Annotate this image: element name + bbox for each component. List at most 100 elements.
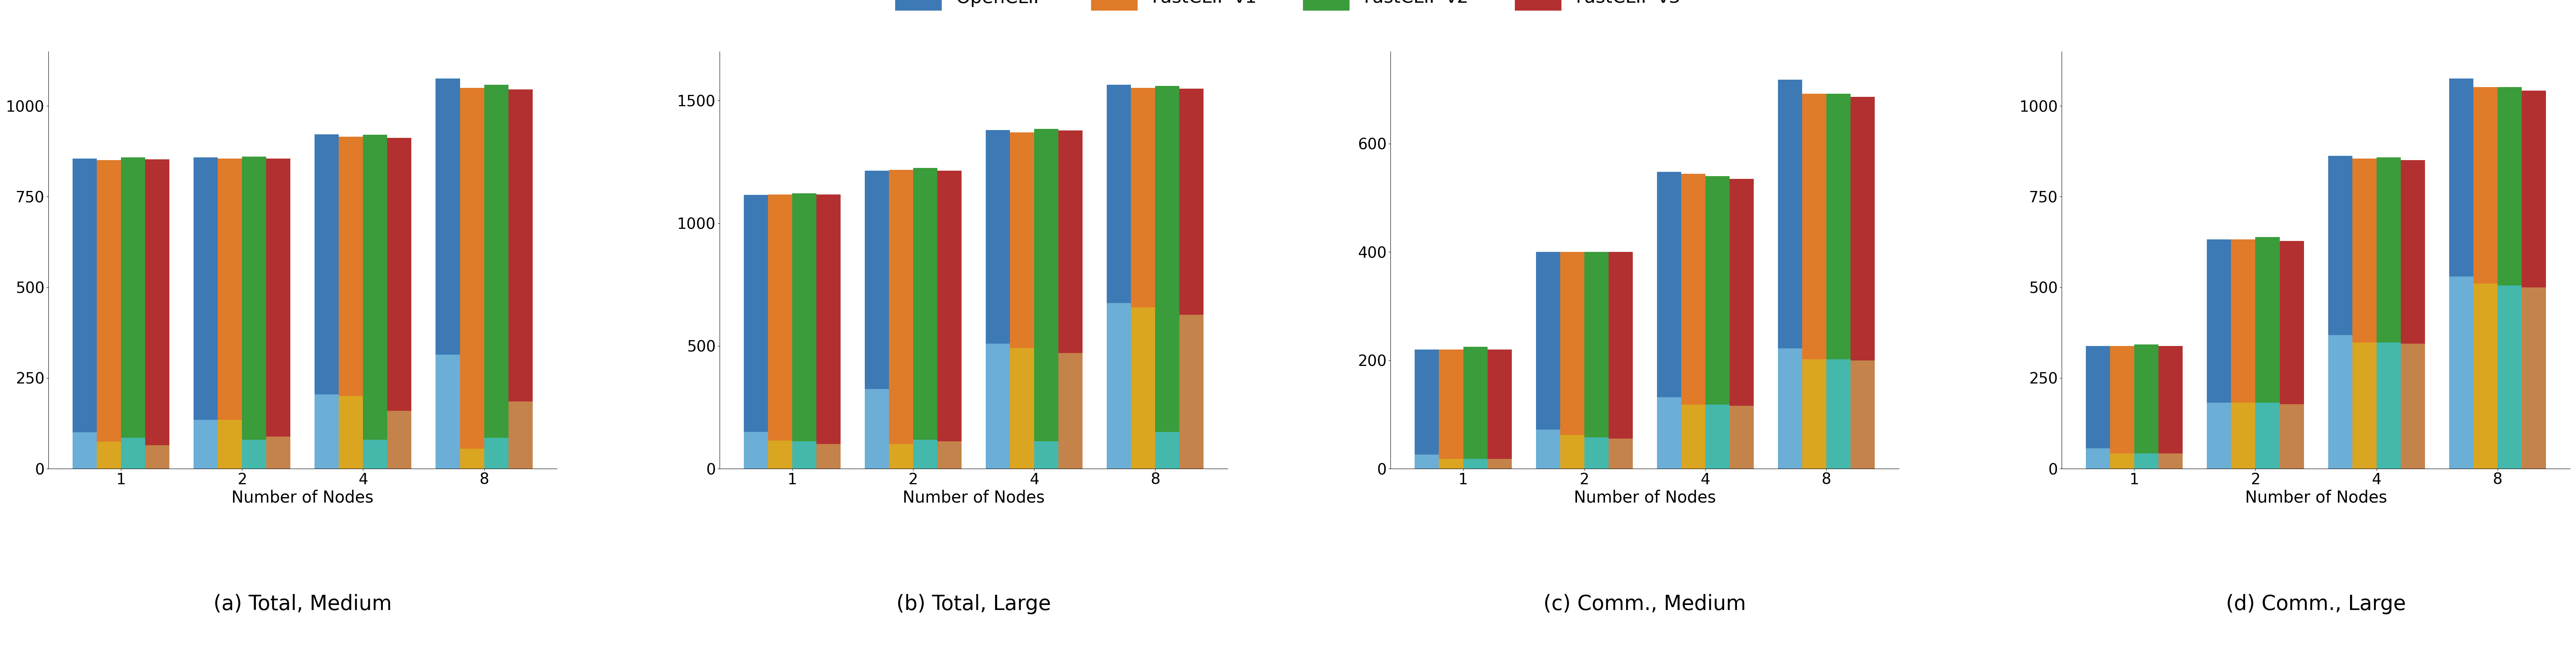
Bar <box>1803 359 1826 469</box>
Bar <box>987 344 1010 469</box>
Bar <box>1803 94 1826 359</box>
Bar <box>219 420 242 469</box>
Bar <box>889 444 912 469</box>
Bar <box>1682 174 1705 405</box>
X-axis label: Number of Nodes: Number of Nodes <box>2244 490 2388 506</box>
Bar <box>2450 277 2473 469</box>
Bar <box>2208 240 2231 403</box>
Bar <box>1826 359 1850 469</box>
Bar <box>2401 160 2424 344</box>
Bar <box>2257 403 2280 469</box>
Bar <box>2257 237 2280 403</box>
Bar <box>121 438 144 469</box>
Text: (d) Comm., Large: (d) Comm., Large <box>2226 594 2406 614</box>
Bar <box>507 90 533 402</box>
Bar <box>1108 85 1131 303</box>
Bar <box>2499 87 2522 286</box>
Bar <box>1059 353 1082 469</box>
Bar <box>817 194 840 444</box>
Bar <box>2280 241 2303 404</box>
Bar <box>2231 240 2257 403</box>
Bar <box>1131 88 1154 307</box>
Bar <box>2280 404 2303 469</box>
Bar <box>866 171 889 389</box>
Bar <box>265 158 291 437</box>
Bar <box>1440 459 1463 469</box>
Bar <box>386 411 412 469</box>
Bar <box>1826 94 1850 359</box>
Bar <box>1033 441 1059 469</box>
Text: (b) Total, Large: (b) Total, Large <box>896 594 1051 614</box>
Bar <box>340 137 363 396</box>
Text: (a) Total, Medium: (a) Total, Medium <box>214 594 392 614</box>
Bar <box>1777 348 1803 469</box>
Bar <box>987 130 1010 344</box>
Bar <box>72 158 98 432</box>
Bar <box>1486 350 1512 459</box>
Bar <box>1535 252 1561 430</box>
Bar <box>265 437 291 469</box>
Bar <box>2352 158 2378 342</box>
Bar <box>2087 346 2110 449</box>
Bar <box>1850 361 1875 469</box>
Bar <box>2110 454 2136 469</box>
Bar <box>1131 307 1154 469</box>
Bar <box>768 441 791 469</box>
Bar <box>1705 176 1728 405</box>
Bar <box>363 439 386 469</box>
Bar <box>889 170 912 444</box>
Bar <box>98 441 121 469</box>
Bar <box>2401 344 2424 469</box>
Bar <box>461 88 484 449</box>
Bar <box>1584 252 1607 437</box>
Bar <box>2522 287 2545 469</box>
Bar <box>1059 130 1082 353</box>
Bar <box>1033 129 1059 441</box>
Bar <box>1728 406 1754 469</box>
Bar <box>1108 303 1131 469</box>
Bar <box>2087 449 2110 469</box>
Bar <box>938 441 961 469</box>
Bar <box>2231 403 2257 469</box>
Bar <box>1154 86 1180 432</box>
Bar <box>912 168 938 440</box>
X-axis label: Number of Nodes: Number of Nodes <box>1574 490 1716 506</box>
Bar <box>1607 438 1633 469</box>
Bar <box>242 157 265 439</box>
Bar <box>1656 397 1682 469</box>
Bar <box>1486 459 1512 469</box>
Bar <box>768 194 791 441</box>
Bar <box>2378 158 2401 342</box>
Bar <box>340 396 363 469</box>
Bar <box>1414 350 1440 454</box>
Bar <box>2208 403 2231 469</box>
Bar <box>938 171 961 441</box>
Bar <box>1682 405 1705 469</box>
Bar <box>144 445 170 469</box>
Bar <box>744 195 768 432</box>
Bar <box>435 79 461 354</box>
Bar <box>866 389 889 469</box>
Bar <box>1777 79 1803 348</box>
Bar <box>386 138 412 411</box>
Bar <box>1705 405 1728 469</box>
Bar <box>507 402 533 469</box>
Bar <box>98 160 121 441</box>
Legend: OpenCLIP, FastCLIP-v1, FastCLIP-v2, FastCLIP-v3: OpenCLIP, FastCLIP-v1, FastCLIP-v2, Fast… <box>889 0 1687 18</box>
Bar <box>1607 252 1633 438</box>
Bar <box>1656 172 1682 397</box>
Bar <box>242 439 265 469</box>
Bar <box>484 438 507 469</box>
Bar <box>1440 350 1463 459</box>
Bar <box>817 444 840 469</box>
Bar <box>2136 344 2159 454</box>
Bar <box>461 449 484 469</box>
X-axis label: Number of Nodes: Number of Nodes <box>232 490 374 506</box>
X-axis label: Number of Nodes: Number of Nodes <box>902 490 1046 506</box>
Bar <box>1535 430 1561 469</box>
Bar <box>1414 454 1440 469</box>
Bar <box>1180 89 1203 314</box>
Bar <box>435 354 461 469</box>
Bar <box>1010 348 1033 469</box>
Bar <box>1463 459 1486 469</box>
